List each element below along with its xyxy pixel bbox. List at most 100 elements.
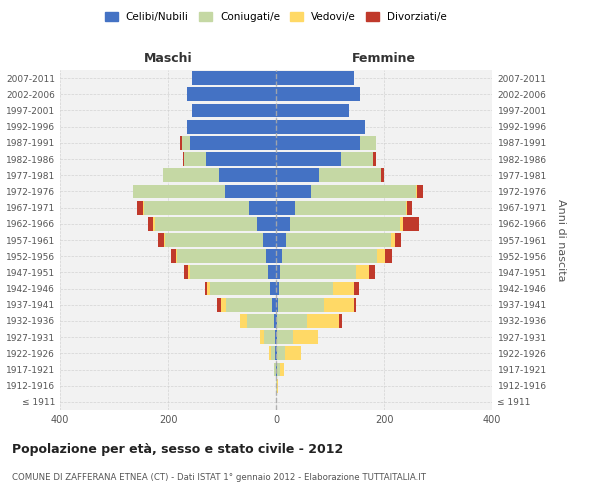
Bar	[406, 200, 407, 214]
Bar	[133, 184, 225, 198]
Bar	[370, 266, 375, 280]
Bar	[276, 184, 311, 198]
Bar	[277, 362, 280, 376]
Bar	[276, 379, 277, 392]
Bar	[266, 250, 276, 263]
Bar	[264, 330, 275, 344]
Bar	[276, 233, 286, 247]
Bar	[193, 71, 276, 85]
Bar	[276, 330, 277, 344]
Bar	[271, 346, 275, 360]
Bar	[276, 136, 360, 149]
Bar	[188, 266, 190, 280]
Bar	[324, 298, 354, 312]
Bar	[187, 120, 276, 134]
Bar	[275, 346, 276, 360]
Bar	[276, 250, 283, 263]
Bar	[190, 136, 276, 149]
Bar	[373, 152, 376, 166]
Bar	[276, 362, 277, 376]
Bar	[341, 152, 373, 166]
Bar	[220, 168, 276, 182]
Bar	[163, 168, 220, 182]
Bar	[391, 233, 395, 247]
Bar	[418, 184, 423, 198]
Bar	[276, 104, 349, 118]
Bar	[311, 184, 416, 198]
Bar	[286, 233, 391, 247]
Bar	[241, 314, 247, 328]
Bar	[276, 346, 277, 360]
Bar	[274, 314, 276, 328]
Bar	[275, 330, 276, 344]
Bar	[280, 362, 284, 376]
Text: COMUNE DI ZAFFERANA ETNEA (CT) - Dati ISTAT 1° gennaio 2012 - Elaborazione TUTTA: COMUNE DI ZAFFERANA ETNEA (CT) - Dati IS…	[12, 472, 426, 482]
Bar	[382, 168, 384, 182]
Bar	[268, 266, 276, 280]
Bar	[278, 298, 324, 312]
Bar	[403, 217, 419, 230]
Bar	[354, 298, 356, 312]
Bar	[177, 250, 266, 263]
Legend: Celibi/Nubili, Coniugati/e, Vedovi/e, Divorziati/e: Celibi/Nubili, Coniugati/e, Vedovi/e, Di…	[101, 8, 451, 26]
Bar	[182, 136, 190, 149]
Bar	[307, 314, 339, 328]
Bar	[148, 217, 154, 230]
Bar	[395, 233, 401, 247]
Bar	[385, 250, 392, 263]
Bar	[154, 217, 155, 230]
Bar	[276, 298, 278, 312]
Bar	[278, 282, 332, 296]
Bar	[377, 250, 385, 263]
Bar	[293, 330, 317, 344]
Bar	[205, 282, 208, 296]
Bar	[210, 282, 269, 296]
Bar	[290, 217, 400, 230]
Bar	[184, 152, 206, 166]
Bar	[269, 282, 276, 296]
Bar	[356, 266, 370, 280]
Bar	[249, 200, 276, 214]
Bar	[184, 266, 188, 280]
Bar	[226, 298, 272, 312]
Bar	[277, 346, 285, 360]
Bar	[171, 250, 176, 263]
Bar	[295, 200, 406, 214]
Bar	[144, 200, 249, 214]
Bar	[276, 71, 354, 85]
Bar	[143, 200, 144, 214]
Bar	[276, 217, 290, 230]
Text: Popolazione per età, sesso e stato civile - 2012: Popolazione per età, sesso e stato civil…	[12, 442, 343, 456]
Bar	[158, 233, 164, 247]
Bar	[208, 282, 210, 296]
Bar	[164, 233, 166, 247]
Bar	[360, 136, 376, 149]
Bar	[276, 88, 360, 101]
Bar	[354, 282, 359, 296]
Bar	[260, 330, 264, 344]
Bar	[319, 168, 382, 182]
Bar	[183, 152, 184, 166]
Bar	[277, 314, 307, 328]
Bar	[137, 200, 143, 214]
Bar	[276, 120, 365, 134]
Bar	[269, 346, 271, 360]
Bar	[407, 200, 412, 214]
Bar	[276, 282, 278, 296]
Bar	[277, 330, 293, 344]
Text: Maschi: Maschi	[143, 52, 193, 65]
Bar	[193, 104, 276, 118]
Bar	[332, 282, 354, 296]
Bar	[247, 314, 274, 328]
Bar	[276, 266, 280, 280]
Bar	[285, 346, 301, 360]
Bar	[155, 217, 257, 230]
Bar	[176, 250, 177, 263]
Bar	[190, 266, 268, 280]
Bar	[206, 152, 276, 166]
Y-axis label: Anni di nascita: Anni di nascita	[556, 198, 566, 281]
Bar	[280, 266, 356, 280]
Bar	[187, 88, 276, 101]
Bar	[276, 314, 277, 328]
Bar	[274, 362, 276, 376]
